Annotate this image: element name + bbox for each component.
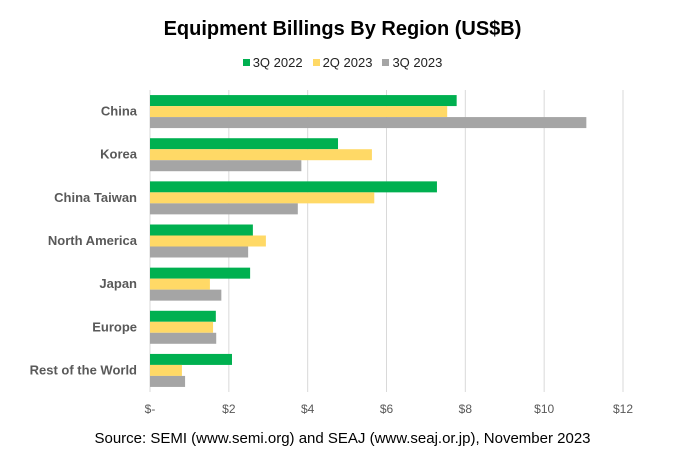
x-tick-label: $12 <box>613 402 633 416</box>
legend-label: 3Q 2022 <box>252 55 303 70</box>
bar-3q-2022 <box>150 181 437 193</box>
x-tick-label: $2 <box>222 402 236 416</box>
legend-item-3q2022: 3Q 2022 <box>242 55 303 70</box>
legend-label: 2Q 2023 <box>322 55 373 70</box>
bar-3q-2023 <box>150 332 217 344</box>
legend: 3Q 2022 2Q 2023 3Q 2023 <box>0 55 685 70</box>
bar-3q-2023 <box>150 375 186 387</box>
bar-3q-2022 <box>150 224 253 236</box>
x-tick-label: $6 <box>380 402 394 416</box>
legend-item-2q2023: 2Q 2023 <box>312 55 373 70</box>
bar-3q-2023 <box>150 117 587 129</box>
bar-2q-2023 <box>150 192 375 204</box>
y-category-label: Europe <box>92 319 137 334</box>
bar-3q-2023 <box>150 246 249 258</box>
bar-3q-2022 <box>150 95 457 107</box>
source-note: Source: SEMI (www.semi.org) and SEAJ (ww… <box>94 430 591 447</box>
bar-2q-2023 <box>150 278 210 290</box>
y-category-label: Korea <box>100 147 138 162</box>
legend-swatch <box>382 59 390 66</box>
x-tick-label: $10 <box>534 402 554 416</box>
bar-2q-2023 <box>150 149 372 161</box>
x-tick-label: $- <box>145 402 156 416</box>
legend-label: 3Q 2023 <box>392 55 443 70</box>
bar-3q-2023 <box>150 203 298 215</box>
bar-2q-2023 <box>150 235 266 247</box>
legend-swatch <box>242 59 250 66</box>
x-tick-label: $4 <box>301 402 315 416</box>
bar-3q-2022 <box>150 353 232 365</box>
bar-2q-2023 <box>150 106 448 118</box>
bar-3q-2022 <box>150 267 251 279</box>
y-category-label: Rest of the World <box>30 362 137 377</box>
chart-title: Equipment Billings By Region (US$B) <box>163 18 522 40</box>
bar-2q-2023 <box>150 364 182 376</box>
y-category-label: China <box>101 104 138 119</box>
y-category-label: Japan <box>99 276 137 291</box>
legend-swatch <box>312 59 320 66</box>
y-category-label: China Taiwan <box>54 190 137 205</box>
bar-2q-2023 <box>150 321 214 333</box>
bar-3q-2022 <box>150 310 216 322</box>
bar-3q-2023 <box>150 160 302 172</box>
bar-3q-2022 <box>150 138 339 150</box>
y-category-label: North America <box>48 233 138 248</box>
legend-item-3q2023: 3Q 2023 <box>382 55 442 70</box>
x-tick-label: $8 <box>459 402 473 416</box>
bar-3q-2023 <box>150 289 222 301</box>
